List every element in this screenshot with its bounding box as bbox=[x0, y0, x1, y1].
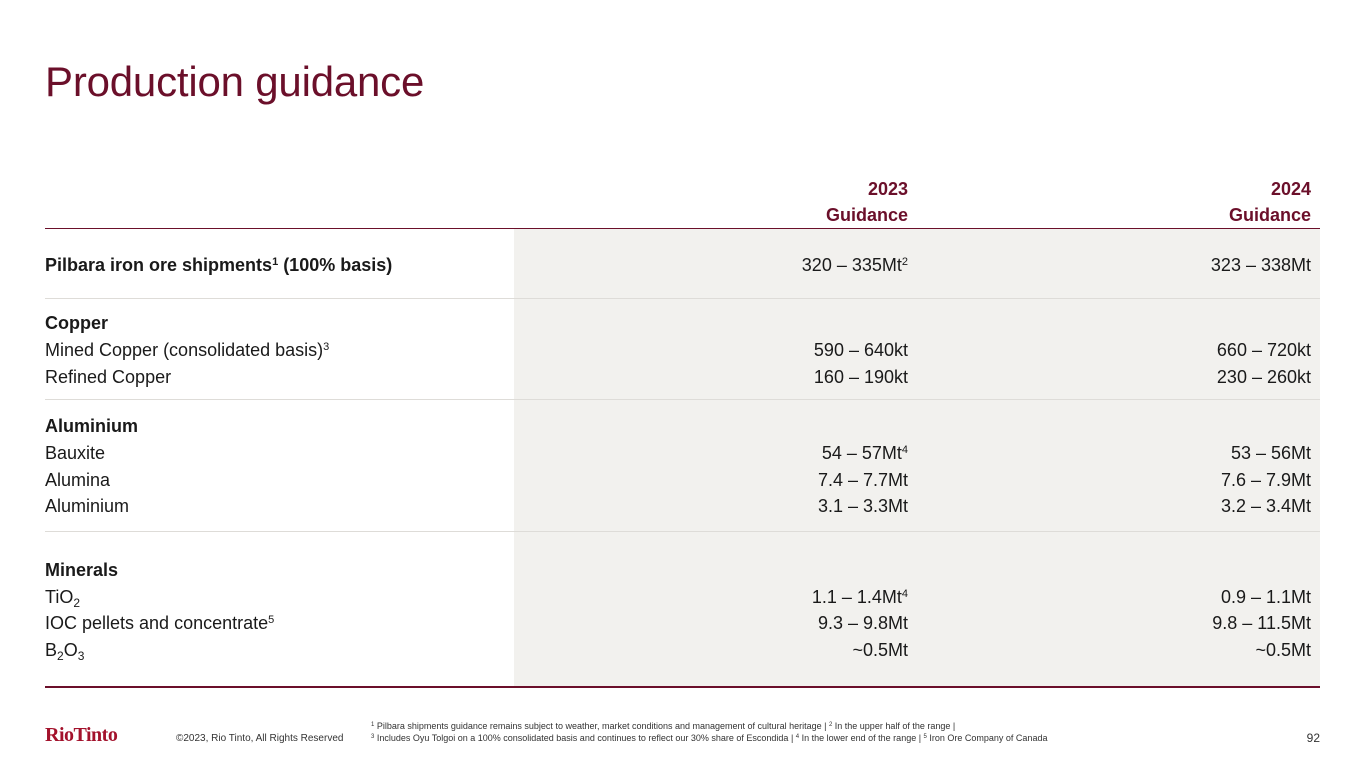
bauxite-label: Bauxite bbox=[45, 443, 106, 463]
tio2-2023: 1.1 – 1.4Mt4 bbox=[811, 587, 908, 607]
alumina-label: Alumina bbox=[45, 470, 111, 490]
row-separator bbox=[45, 531, 1320, 532]
b2o3-label: B2O3 bbox=[45, 640, 85, 663]
header-2023-label: Guidance bbox=[825, 205, 908, 225]
footnote-line-1: 1 Pilbara shipments guidance remains sub… bbox=[371, 721, 956, 731]
iron-ore-2024: 323 – 338Mt bbox=[1210, 255, 1311, 275]
mined-copper-2024: 660 – 720kt bbox=[1216, 340, 1311, 360]
row-separator bbox=[45, 298, 1320, 299]
table-top-rule bbox=[45, 228, 1320, 229]
copyright-text: ©2023, Rio Tinto, All Rights Reserved bbox=[176, 733, 344, 744]
page-number: 92 bbox=[1306, 731, 1320, 745]
aluminium-label: Aluminium bbox=[45, 496, 130, 516]
header-2024: 2024 Guidance bbox=[1111, 176, 1311, 228]
mined-copper-2023: 590 – 640kt bbox=[813, 340, 908, 360]
guidance-columns-background bbox=[514, 229, 1320, 687]
footnote-line-2: 3 Includes Oyu Tolgoi on a 100% consolid… bbox=[371, 733, 1048, 743]
iron-ore-2023: 320 – 335Mt2 bbox=[801, 255, 908, 275]
aluminium-2023: 3.1 – 3.3Mt bbox=[817, 496, 908, 516]
mined-copper-label: Mined Copper (consolidated basis)3 bbox=[45, 340, 330, 360]
alumina-2024: 7.6 – 7.9Mt bbox=[1220, 470, 1311, 490]
refined-copper-2023: 160 – 190kt bbox=[813, 367, 908, 387]
bauxite-2024: 53 – 56Mt bbox=[1230, 443, 1311, 463]
refined-copper-2024: 230 – 260kt bbox=[1216, 367, 1311, 387]
header-2024-year: 2024 bbox=[1270, 179, 1311, 199]
alumina-2023: 7.4 – 7.7Mt bbox=[817, 470, 908, 490]
row-separator bbox=[45, 399, 1320, 400]
aluminium-heading: Aluminium bbox=[45, 416, 138, 436]
ioc-2023: 9.3 – 9.8Mt bbox=[817, 613, 908, 633]
ioc-label: IOC pellets and concentrate5 bbox=[45, 613, 275, 633]
tio2-2024: 0.9 – 1.1Mt bbox=[1220, 587, 1311, 607]
minerals-heading: Minerals bbox=[45, 560, 119, 580]
aluminium-2024: 3.2 – 3.4Mt bbox=[1220, 496, 1311, 516]
ioc-2024: 9.8 – 11.5Mt bbox=[1212, 613, 1311, 633]
page-title: Production guidance bbox=[45, 58, 425, 105]
copper-heading: Copper bbox=[45, 313, 108, 333]
header-2023: 2023 Guidance bbox=[708, 176, 908, 228]
tio2-label: TiO2 bbox=[45, 587, 81, 610]
b2o3-2024: ~0.5Mt bbox=[1255, 640, 1311, 660]
b2o3-2023: ~0.5Mt bbox=[852, 640, 908, 660]
bauxite-2023: 54 – 57Mt4 bbox=[821, 443, 908, 463]
header-2024-label: Guidance bbox=[1228, 205, 1311, 225]
refined-copper-label: Refined Copper bbox=[45, 367, 172, 387]
header-2023-year: 2023 bbox=[867, 179, 908, 199]
iron-ore-label: Pilbara iron ore shipments1 (100% basis) bbox=[45, 255, 393, 275]
rio-tinto-logo: RioTinto bbox=[45, 724, 118, 746]
table-bottom-rule bbox=[45, 686, 1320, 688]
